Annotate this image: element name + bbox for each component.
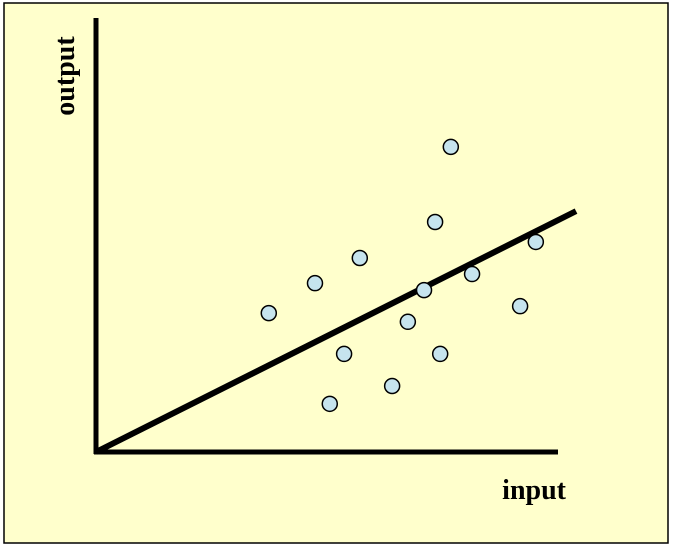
point [399,313,417,331]
point [511,297,529,315]
point [527,233,545,251]
y-axis-label: output [50,36,81,116]
point [463,265,481,283]
point [260,304,278,322]
point [321,395,339,413]
point [442,138,460,156]
chart-background [3,2,669,544]
point [415,281,433,299]
point [426,213,444,231]
point [335,345,353,363]
x-axis-label: input [502,475,566,506]
point [431,345,449,363]
point [306,274,324,292]
fit-line [94,208,578,455]
point [351,249,369,267]
point [383,377,401,395]
